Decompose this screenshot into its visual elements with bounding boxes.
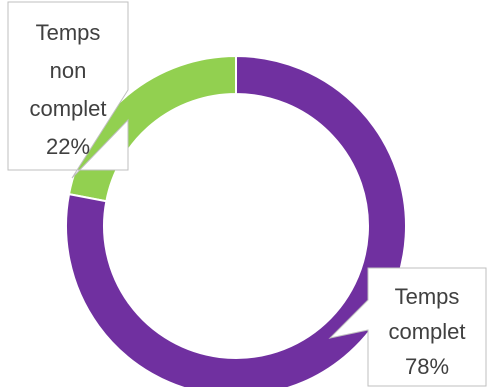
data-label-temps-complet: Temps complet 78%	[328, 267, 487, 387]
data-label-category-line: Temps	[36, 20, 101, 45]
data-label-category-line: complet	[29, 96, 106, 121]
data-label-category-line: non	[50, 58, 87, 83]
data-label-temps-non-complet: Temps non complet 22%	[7, 1, 129, 179]
callout-box	[7, 1, 129, 179]
data-label-category-line: complet	[388, 319, 465, 344]
donut-slice-temps-complet	[65, 54, 407, 387]
data-label-category-line: Temps	[395, 284, 460, 309]
data-label-callouts: Temps non complet 22% Temps complet 78%	[7, 1, 487, 387]
callout-box	[328, 267, 487, 387]
data-label-percent: 22%	[46, 134, 90, 159]
data-label-percent: 78%	[405, 354, 449, 379]
